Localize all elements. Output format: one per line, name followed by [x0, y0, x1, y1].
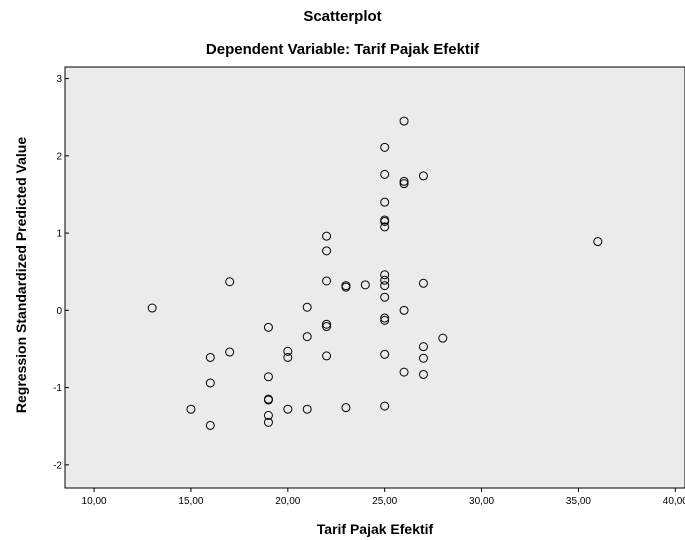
data-point	[283, 346, 293, 356]
data-point	[418, 342, 428, 352]
x-tick-label: 40,00	[663, 496, 685, 507]
data-point	[399, 176, 409, 186]
y-tick-label: -2	[53, 460, 62, 471]
y-tick-label: 3	[56, 74, 62, 85]
data-point	[380, 222, 390, 232]
data-point	[399, 367, 409, 377]
data-point	[380, 315, 390, 325]
data-point	[593, 237, 603, 247]
data-point	[341, 403, 351, 413]
data-point	[399, 305, 409, 315]
data-point	[302, 302, 312, 312]
chart-title: Scatterplot	[303, 8, 382, 25]
data-point	[418, 171, 428, 181]
data-point	[263, 322, 273, 332]
x-axis-title: Tarif Pajak Efektif	[317, 521, 434, 537]
data-point	[322, 231, 332, 241]
y-tick-label: 0	[56, 306, 62, 317]
data-point	[380, 216, 390, 226]
data-point	[360, 280, 370, 290]
data-point	[322, 322, 332, 332]
data-point	[283, 352, 293, 362]
data-point	[418, 278, 428, 288]
data-point	[438, 333, 448, 343]
y-tick-label: -1	[53, 383, 62, 394]
x-tick-label: 35,00	[566, 496, 591, 507]
data-point	[147, 303, 157, 313]
x-tick-label: 15,00	[178, 496, 203, 507]
y-axis-title: Regression Standardized Predicted Value	[13, 137, 29, 413]
data-point	[225, 277, 235, 287]
x-tick-label: 10,00	[82, 496, 107, 507]
data-point	[322, 351, 332, 361]
data-point	[205, 378, 215, 388]
data-point	[322, 276, 332, 286]
data-point	[380, 281, 390, 291]
chart-subtitle: Dependent Variable: Tarif Pajak Efektif	[205, 41, 480, 58]
data-point	[380, 197, 390, 207]
data-point	[380, 275, 390, 285]
data-point	[322, 246, 332, 256]
y-tick-label: 1	[56, 229, 62, 240]
data-point	[399, 116, 409, 126]
data-point	[205, 352, 215, 362]
data-point	[380, 292, 390, 302]
data-point	[399, 179, 409, 189]
x-tick-label: 20,00	[275, 496, 300, 507]
data-point	[380, 142, 390, 152]
data-point	[302, 332, 312, 342]
data-point	[380, 401, 390, 411]
data-point	[205, 420, 215, 430]
data-point	[418, 353, 428, 363]
data-point	[380, 169, 390, 179]
data-point	[263, 417, 273, 427]
data-point	[418, 369, 428, 379]
x-tick-label: 25,00	[372, 496, 397, 507]
data-point	[225, 347, 235, 357]
data-point	[283, 404, 293, 414]
y-tick-label: 2	[56, 151, 62, 162]
plot-area	[64, 66, 685, 489]
data-point	[263, 372, 273, 382]
data-point	[263, 410, 273, 420]
data-point	[380, 349, 390, 359]
data-point	[302, 404, 312, 414]
data-point	[186, 404, 196, 414]
y-axis: -2 -1 0 1 2 3	[53, 74, 69, 471]
data-point	[380, 313, 390, 323]
x-tick-label: 30,00	[469, 496, 494, 507]
data-point	[380, 270, 390, 280]
data-point	[322, 319, 332, 329]
data-point	[263, 395, 273, 405]
x-axis: 10,00 15,00 20,00 25,00 30,00 35,00 40,00	[82, 488, 685, 507]
data-points	[147, 116, 603, 430]
data-point	[341, 282, 351, 292]
